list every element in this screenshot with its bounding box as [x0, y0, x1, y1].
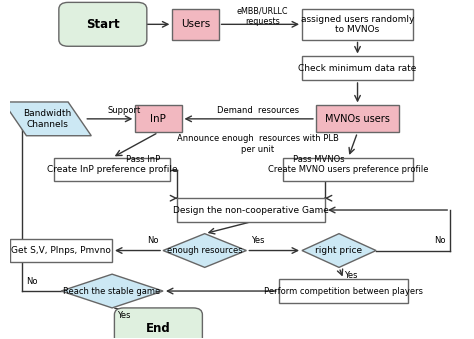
Bar	[135, 105, 182, 132]
Text: Get S,V, PInps, Pmvno: Get S,V, PInps, Pmvno	[11, 246, 111, 255]
Bar	[302, 9, 413, 40]
Text: Bandwidth
Channels: Bandwidth Channels	[23, 109, 72, 128]
Text: assigned users randomly
to MVNOs: assigned users randomly to MVNOs	[301, 15, 414, 34]
Text: Pass MVNOs: Pass MVNOs	[293, 156, 344, 164]
FancyBboxPatch shape	[59, 2, 147, 46]
Text: Start: Start	[86, 18, 119, 31]
Text: Pass InP: Pass InP	[127, 156, 161, 164]
Text: Support: Support	[107, 106, 140, 115]
Text: Check minimum data rate: Check minimum data rate	[298, 64, 417, 73]
Polygon shape	[61, 274, 163, 308]
Text: No: No	[27, 277, 38, 286]
Polygon shape	[302, 234, 376, 267]
FancyBboxPatch shape	[114, 308, 202, 339]
Polygon shape	[3, 102, 91, 136]
Text: MVNOs users: MVNOs users	[325, 114, 390, 124]
Text: Reach the stable game: Reach the stable game	[64, 286, 161, 296]
Text: End: End	[146, 322, 171, 335]
Bar	[302, 56, 413, 80]
Text: Create InP preference profile: Create InP preference profile	[47, 165, 177, 174]
Text: Design the non-cooperative Game: Design the non-cooperative Game	[173, 205, 329, 215]
Text: Create MVNO users preference profile: Create MVNO users preference profile	[268, 165, 428, 174]
Text: Yes: Yes	[251, 237, 264, 245]
Polygon shape	[163, 234, 246, 267]
Text: No: No	[434, 237, 446, 245]
Text: Yes: Yes	[344, 271, 357, 280]
Bar	[177, 198, 325, 222]
Text: InP: InP	[150, 114, 166, 124]
Text: Users: Users	[181, 19, 210, 29]
Bar	[10, 239, 112, 262]
Text: enough resources: enough resources	[167, 246, 243, 255]
Bar	[316, 105, 399, 132]
Text: Yes: Yes	[117, 311, 130, 320]
Bar	[173, 9, 219, 40]
Text: eMBB/URLLC
requests: eMBB/URLLC requests	[237, 6, 288, 25]
Text: Announce enough  resources with PLB
per unit: Announce enough resources with PLB per u…	[177, 135, 339, 154]
Bar	[54, 158, 170, 181]
Text: right price: right price	[316, 246, 363, 255]
Bar	[283, 158, 413, 181]
Text: No: No	[147, 237, 158, 245]
Text: Demand  resources: Demand resources	[217, 106, 299, 115]
Bar	[279, 279, 409, 303]
Text: Perform competition between players: Perform competition between players	[264, 286, 423, 296]
